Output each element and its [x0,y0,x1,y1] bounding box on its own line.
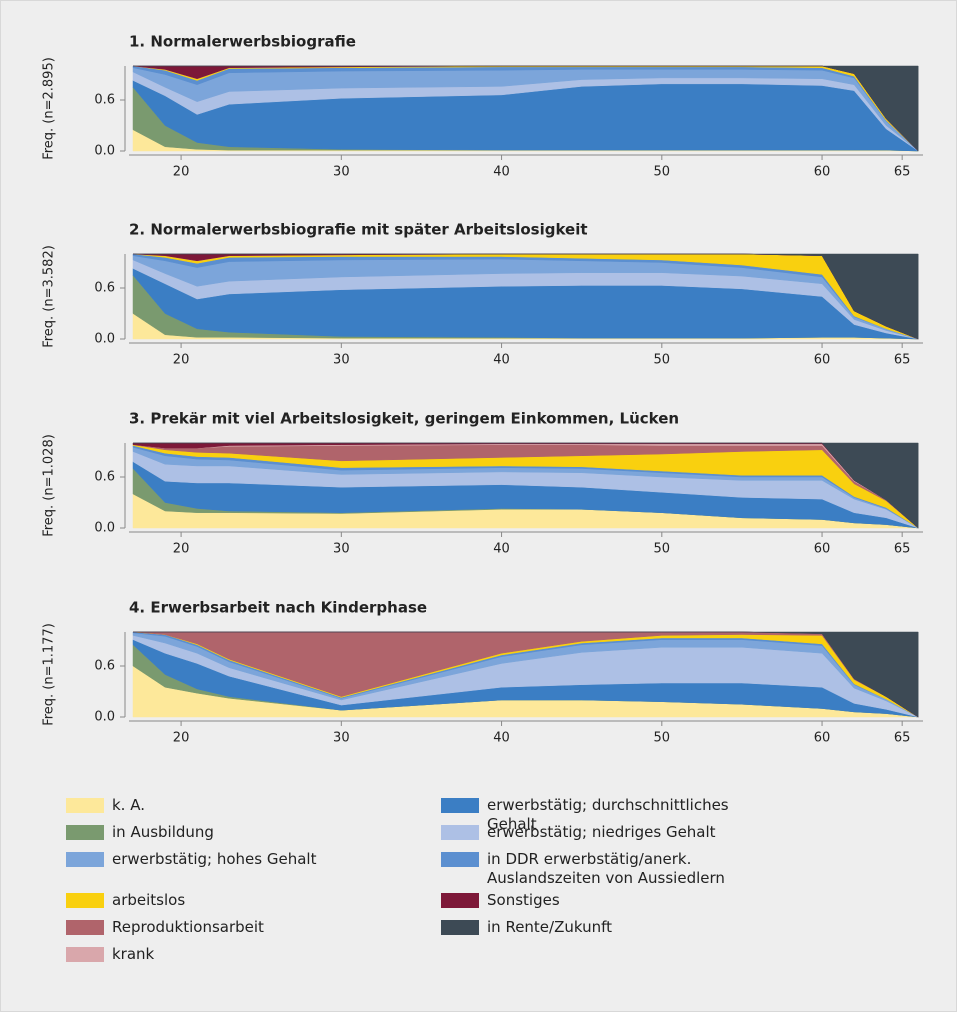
x-tick-label: 50 [654,731,671,746]
y-axis-label: Freq. (n=2.895) [42,57,57,160]
x-tick-label: 60 [814,353,831,368]
x-tick-label: 30 [333,165,350,180]
y-tick-label: 0.6 [94,93,115,108]
charts: 1. Normalerwerbsbiografie Freq. (n=2.895)… [42,33,923,746]
x-tick-label: 60 [814,542,831,557]
y-tick-label: 0.0 [94,521,115,536]
y-tick-label: 0.6 [94,281,115,296]
x-tick-label: 40 [493,353,510,368]
legend-label: krank [112,945,155,963]
legend-swatch [66,893,104,908]
x-tick-label: 20 [173,353,190,368]
area [133,442,919,529]
legend-label: k. A. [112,796,145,814]
legend-label: Reproduktionsarbeit [112,918,264,936]
legend-swatch [66,947,104,962]
y-tick-label: 0.0 [94,332,115,347]
x-tick-label: 40 [493,542,510,557]
area [133,65,919,152]
legend-label: Sonstiges [487,891,560,909]
area [133,253,919,340]
x-tick-label: 50 [654,165,671,180]
legend-item: erwerbstätig; hohes Gehalt [66,850,402,869]
x-tick-label: 65 [894,731,911,746]
legend-item: krank [66,945,402,964]
legend-swatch [441,852,479,867]
legend-swatch [66,825,104,840]
y-axis-label: Freq. (n=1.028) [42,434,57,537]
legend-item: Sonstiges [441,891,777,910]
legend-swatch [441,920,479,935]
legend-item: in Ausbildung [66,823,402,842]
x-tick-label: 60 [814,165,831,180]
legend-swatch [66,920,104,935]
chart-title: 2. Normalerwerbsbiografie mit später Arb… [129,221,588,239]
y-tick-label: 0.6 [94,659,115,674]
area [133,631,919,718]
x-tick-label: 60 [814,731,831,746]
legend-label: erwerbstätig; durchschnittliches Gehalt [487,796,729,833]
legend-label: in Ausbildung [112,823,214,841]
legend-item: arbeitslos [66,891,402,910]
legend-item: erwerbstätig; durchschnittliches Gehalt [441,796,777,834]
legend-label: in DDR erwerbstätig/anerk. Auslandszeite… [487,850,725,887]
x-tick-label: 30 [333,542,350,557]
x-tick-label: 65 [894,542,911,557]
x-tick-label: 50 [654,542,671,557]
legend-label: erwerbstätig; niedriges Gehalt [487,823,716,841]
x-tick-label: 20 [173,731,190,746]
x-tick-label: 65 [894,353,911,368]
x-tick-label: 30 [333,731,350,746]
chart-title: 3. Prekär mit viel Arbeitslosigkeit, ger… [129,410,679,428]
legend-label: arbeitslos [112,891,186,909]
y-tick-label: 0.6 [94,470,115,485]
legend-swatch [66,798,104,813]
legend-item: in Rente/Zukunft [441,918,777,937]
x-tick-label: 50 [654,353,671,368]
y-tick-label: 0.0 [94,144,115,159]
legend-item: Reproduktionsarbeit [66,918,402,937]
legend-label: erwerbstätig; hohes Gehalt [112,850,317,868]
x-tick-label: 40 [493,731,510,746]
chart-title: 1. Normalerwerbsbiografie [129,33,356,51]
legend-label: in Rente/Zukunft [487,918,613,936]
x-tick-label: 40 [493,165,510,180]
legend-swatch [441,893,479,908]
chart-title: 4. Erwerbsarbeit nach Kinderphase [129,599,427,617]
legend-item: erwerbstätig; niedriges Gehalt [441,823,777,842]
y-axis-label: Freq. (n=3.582) [42,245,57,348]
x-tick-label: 20 [173,542,190,557]
legend-item: in DDR erwerbstätig/anerk. Auslandszeite… [441,850,777,888]
legend-swatch [441,825,479,840]
legend-item: k. A. [66,796,402,815]
x-tick-label: 30 [333,353,350,368]
x-tick-label: 20 [173,165,190,180]
legend-swatch [66,852,104,867]
legend-swatch [441,798,479,813]
x-tick-label: 65 [894,165,911,180]
y-tick-label: 0.0 [94,710,115,725]
y-axis-label: Freq. (n=1.177) [42,623,57,726]
